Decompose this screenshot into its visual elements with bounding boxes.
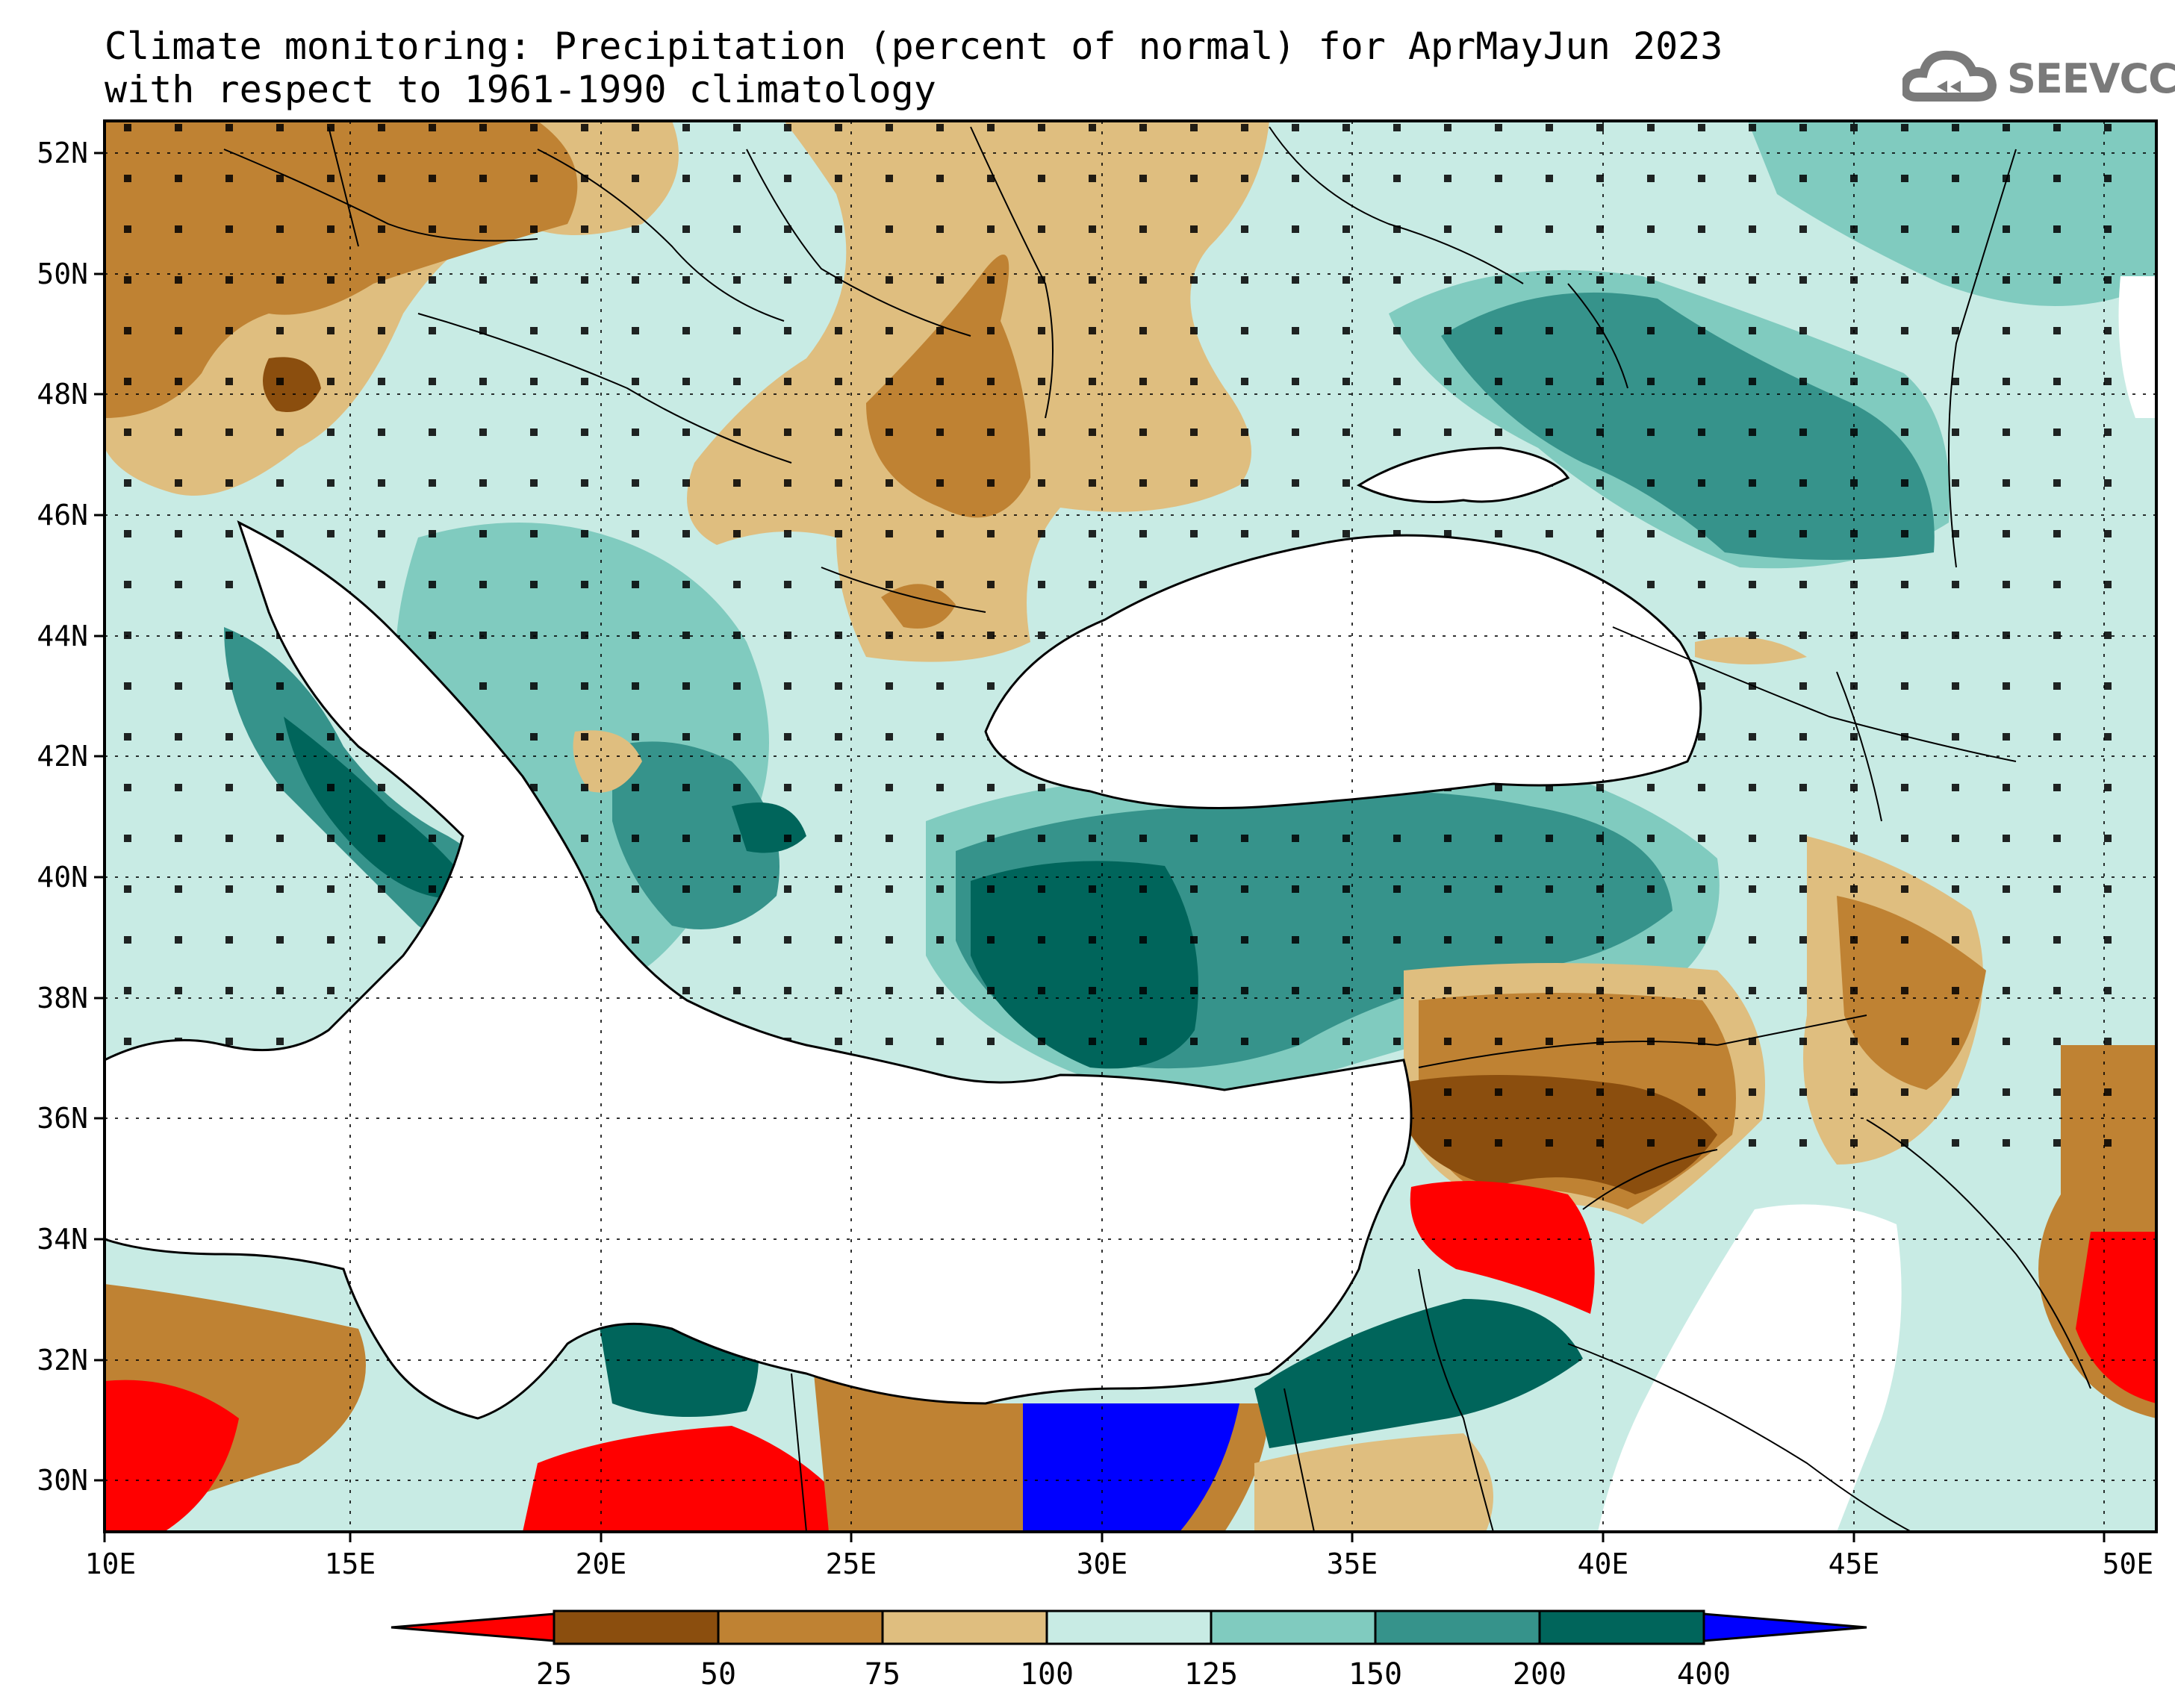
colorbar-label: 75 <box>865 1657 900 1692</box>
colorbar-label: 125 <box>1184 1657 1238 1692</box>
lon-label: 35E <box>1327 1548 1378 1580</box>
country-borders <box>223 126 2091 1533</box>
colorbar-label: 400 <box>1677 1657 1731 1692</box>
lon-label: 45E <box>1829 1548 1880 1580</box>
lon-label: 20E <box>576 1548 627 1580</box>
lat-label: 48N <box>37 378 88 411</box>
lon-label: 50E <box>2103 1548 2154 1580</box>
colorbar-bin-100-125 <box>1045 1609 1213 1645</box>
colorbar-label: 50 <box>700 1657 736 1692</box>
graticule <box>105 121 2156 1532</box>
lat-label: 36N <box>37 1102 88 1135</box>
colorbar-bin-50-75 <box>717 1609 884 1645</box>
longitude-axis: 10E 15E 20E 25E 30E 35E 40E 45E 50E <box>85 1532 2154 1580</box>
colorbar-label: 200 <box>1513 1657 1566 1692</box>
map-title-line-2: with respect to 1961-1990 climatology <box>105 68 936 111</box>
colorbar-label: 25 <box>536 1657 572 1692</box>
seevccc-logo: SEEVCCC <box>1900 45 2175 112</box>
colorbar-label: 150 <box>1348 1657 1402 1692</box>
sea-mask <box>103 446 1702 1420</box>
lat-label: 38N <box>37 982 88 1014</box>
cloud-icon <box>1900 50 1997 102</box>
lat-label: 42N <box>37 740 88 773</box>
colorbar-arrow-below-25 <box>390 1612 556 1642</box>
lon-label: 15E <box>325 1548 376 1580</box>
lat-label: 50N <box>37 258 88 290</box>
colorbar-arrow-above-400 <box>1702 1612 1867 1642</box>
colorbar-label: 100 <box>1020 1657 1074 1692</box>
lat-label: 46N <box>37 499 88 532</box>
latitude-axis: 52N 50N 48N 46N 44N 42N 40N 38N 36N 34N … <box>37 137 105 1497</box>
lon-label: 25E <box>826 1548 877 1580</box>
plot-frame <box>103 119 2158 1533</box>
logo-text: SEEVCCC <box>2007 55 2175 102</box>
lat-label: 52N <box>37 137 88 169</box>
colorbar: 25 50 75 100 125 150 200 400 <box>390 1609 1867 1692</box>
lat-label: 34N <box>37 1223 88 1256</box>
colorbar-bin-150-200 <box>1374 1609 1541 1645</box>
lon-label: 10E <box>85 1548 137 1580</box>
lat-label: 44N <box>37 620 88 652</box>
lat-label: 32N <box>37 1344 88 1377</box>
lat-label: 30N <box>37 1464 88 1497</box>
lon-label: 40E <box>1578 1548 1629 1580</box>
colorbar-bin-75-100 <box>881 1609 1048 1645</box>
colorbar-bin-25-50 <box>553 1609 720 1645</box>
map-title-line-1: Climate monitoring: Precipitation (perce… <box>105 25 1723 68</box>
colorbar-bin-125-150 <box>1210 1609 1377 1645</box>
lon-label: 30E <box>1077 1548 1128 1580</box>
colorbar-bin-200-400 <box>1538 1609 1705 1645</box>
lat-label: 40N <box>37 861 88 894</box>
